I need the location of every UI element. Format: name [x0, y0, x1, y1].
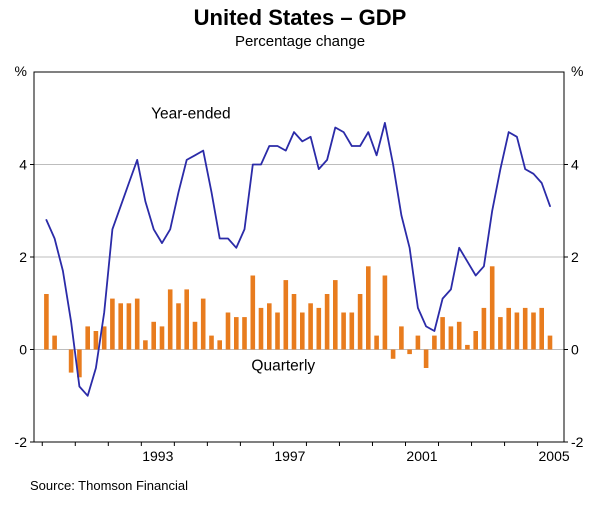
x-tick-label: 2001 [406, 448, 437, 464]
y-tick-label-right: 4 [571, 157, 579, 173]
quarterly-bar [258, 307, 264, 350]
y-tick-label-right: -2 [571, 434, 584, 450]
chart-subtitle: Percentage change [234, 33, 366, 50]
quarterly-bar [349, 312, 355, 350]
quarterly-bar [473, 331, 478, 350]
quarterly-bar [118, 303, 123, 350]
quarterly-bar [300, 312, 305, 350]
quarterly-bar [514, 312, 520, 350]
quarterly-bar [200, 298, 206, 350]
quarterly-bar [184, 289, 189, 350]
x-tick-label: 1997 [274, 448, 305, 464]
quarterly-bar [399, 326, 404, 350]
quarterly-bar [531, 312, 536, 350]
quarterly-bar [407, 349, 412, 355]
quarterly-bar [275, 312, 280, 350]
y-tick-label-left: 0 [19, 342, 27, 358]
quarterly-bar [85, 326, 90, 350]
quarterly-bar [209, 335, 214, 350]
quarterly-bar [308, 303, 313, 350]
quarterly-bar [267, 303, 272, 350]
y-tick-label-left: 2 [19, 249, 27, 265]
quarterly-bar [217, 340, 222, 350]
quarterly-bar [283, 280, 289, 350]
quarterly-bar [44, 294, 49, 350]
quarterly-bar [110, 298, 115, 350]
quarterly-bar [101, 326, 107, 350]
quarterly-bar [77, 349, 82, 378]
quarterly-bar [539, 307, 544, 350]
quarterly-bar [382, 275, 388, 350]
y-tick-label-left: -2 [15, 434, 28, 450]
quarterly-bar [143, 340, 148, 350]
quarterly-bar [341, 312, 346, 350]
chart-title: United States – GDP [193, 5, 407, 30]
quarterly-bar [522, 307, 528, 350]
quarterly-bar [324, 294, 330, 350]
quarterly-bar [167, 289, 173, 350]
quarterly-bar [225, 312, 231, 350]
y-tick-label-right: 0 [571, 342, 579, 358]
quarterly-bar [159, 326, 165, 350]
x-tick-label: 1993 [142, 448, 173, 464]
quarterly-bar [432, 335, 437, 350]
quarterly-bar [134, 298, 140, 350]
y-tick-label-left: 4 [19, 157, 27, 173]
y-tick-label-right: 2 [571, 249, 579, 265]
year-ended-line [45, 122, 551, 397]
quarterly-bar [415, 335, 421, 350]
quarterly-bar [52, 335, 57, 350]
y-axis-unit-right: % [571, 63, 583, 79]
quarterly-bar [68, 349, 74, 373]
quarterly-bar [390, 349, 396, 359]
quarterly-bar [250, 275, 256, 350]
annotation-quarterly: Quarterly [251, 357, 315, 374]
quarterly-bar [242, 317, 247, 350]
quarterly-bar [547, 335, 553, 350]
quarterly-bar [498, 317, 503, 350]
quarterly-bar [465, 344, 470, 350]
source-note: Source: Thomson Financial [30, 478, 189, 493]
quarterly-bar [423, 349, 429, 368]
quarterly-bar [374, 335, 379, 350]
quarterly-bar [333, 280, 338, 350]
quarterly-bar [234, 317, 239, 350]
quarterly-bar [291, 294, 297, 350]
quarterly-bar [151, 321, 156, 350]
annotation-year-ended: Year-ended [151, 105, 231, 122]
quarterly-bar [192, 321, 198, 350]
x-tick-label: 2005 [539, 448, 570, 464]
quarterly-bar [489, 266, 495, 350]
quarterly-bar [440, 317, 445, 350]
quarterly-bar [316, 307, 322, 350]
quarterly-bar [176, 303, 181, 350]
quarterly-bar [481, 307, 487, 350]
y-axis-unit-left: % [15, 63, 27, 79]
quarterly-bar [93, 331, 99, 350]
quarterly-bar [366, 266, 371, 350]
quarterly-bar [456, 321, 462, 350]
quarterly-bar [506, 307, 511, 350]
quarterly-bar [448, 326, 454, 350]
quarterly-bar [357, 294, 363, 350]
quarterly-bar [126, 303, 132, 350]
